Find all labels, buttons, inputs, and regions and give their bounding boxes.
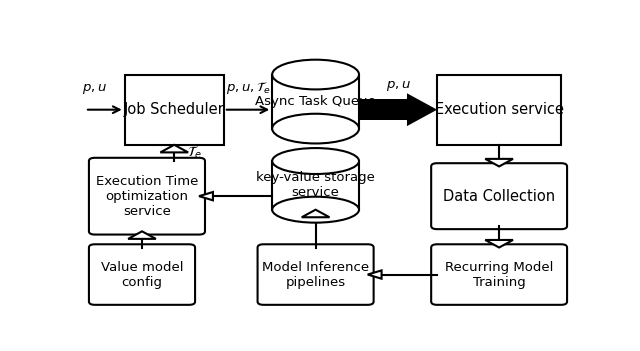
Text: $p, u$: $p, u$ (385, 79, 411, 93)
Polygon shape (301, 210, 330, 217)
FancyBboxPatch shape (89, 158, 205, 234)
Polygon shape (199, 192, 213, 200)
FancyBboxPatch shape (431, 163, 567, 229)
Ellipse shape (272, 114, 359, 144)
Text: Data Collection: Data Collection (443, 189, 555, 204)
Text: Job Scheduler: Job Scheduler (124, 102, 225, 117)
Ellipse shape (272, 148, 359, 174)
Text: Execution Time
optimization
service: Execution Time optimization service (96, 175, 198, 218)
FancyBboxPatch shape (431, 244, 567, 305)
Polygon shape (367, 270, 381, 279)
Text: key-value storage
service: key-value storage service (256, 171, 375, 199)
Bar (359, 99, 415, 120)
Ellipse shape (272, 197, 359, 223)
Bar (272, 161, 359, 210)
Text: $\mathcal{T}_e$: $\mathcal{T}_e$ (187, 145, 202, 161)
Polygon shape (485, 240, 513, 247)
Polygon shape (128, 231, 156, 239)
Ellipse shape (272, 60, 359, 90)
Polygon shape (407, 93, 437, 126)
Text: Execution service: Execution service (435, 102, 564, 117)
FancyBboxPatch shape (89, 244, 195, 305)
Text: $p, u, \mathcal{T}_e$: $p, u, \mathcal{T}_e$ (226, 80, 270, 96)
FancyBboxPatch shape (257, 244, 374, 305)
Polygon shape (161, 145, 188, 152)
Text: Async Task Queue: Async Task Queue (255, 95, 376, 108)
Text: Value model
config: Value model config (100, 260, 183, 289)
Polygon shape (485, 159, 513, 166)
Text: Model Inference
pipelines: Model Inference pipelines (262, 260, 369, 289)
Bar (272, 74, 359, 128)
Bar (125, 74, 224, 145)
Text: Recurring Model
Training: Recurring Model Training (445, 260, 554, 289)
Text: $p, u$: $p, u$ (83, 82, 108, 96)
Bar (437, 74, 561, 145)
